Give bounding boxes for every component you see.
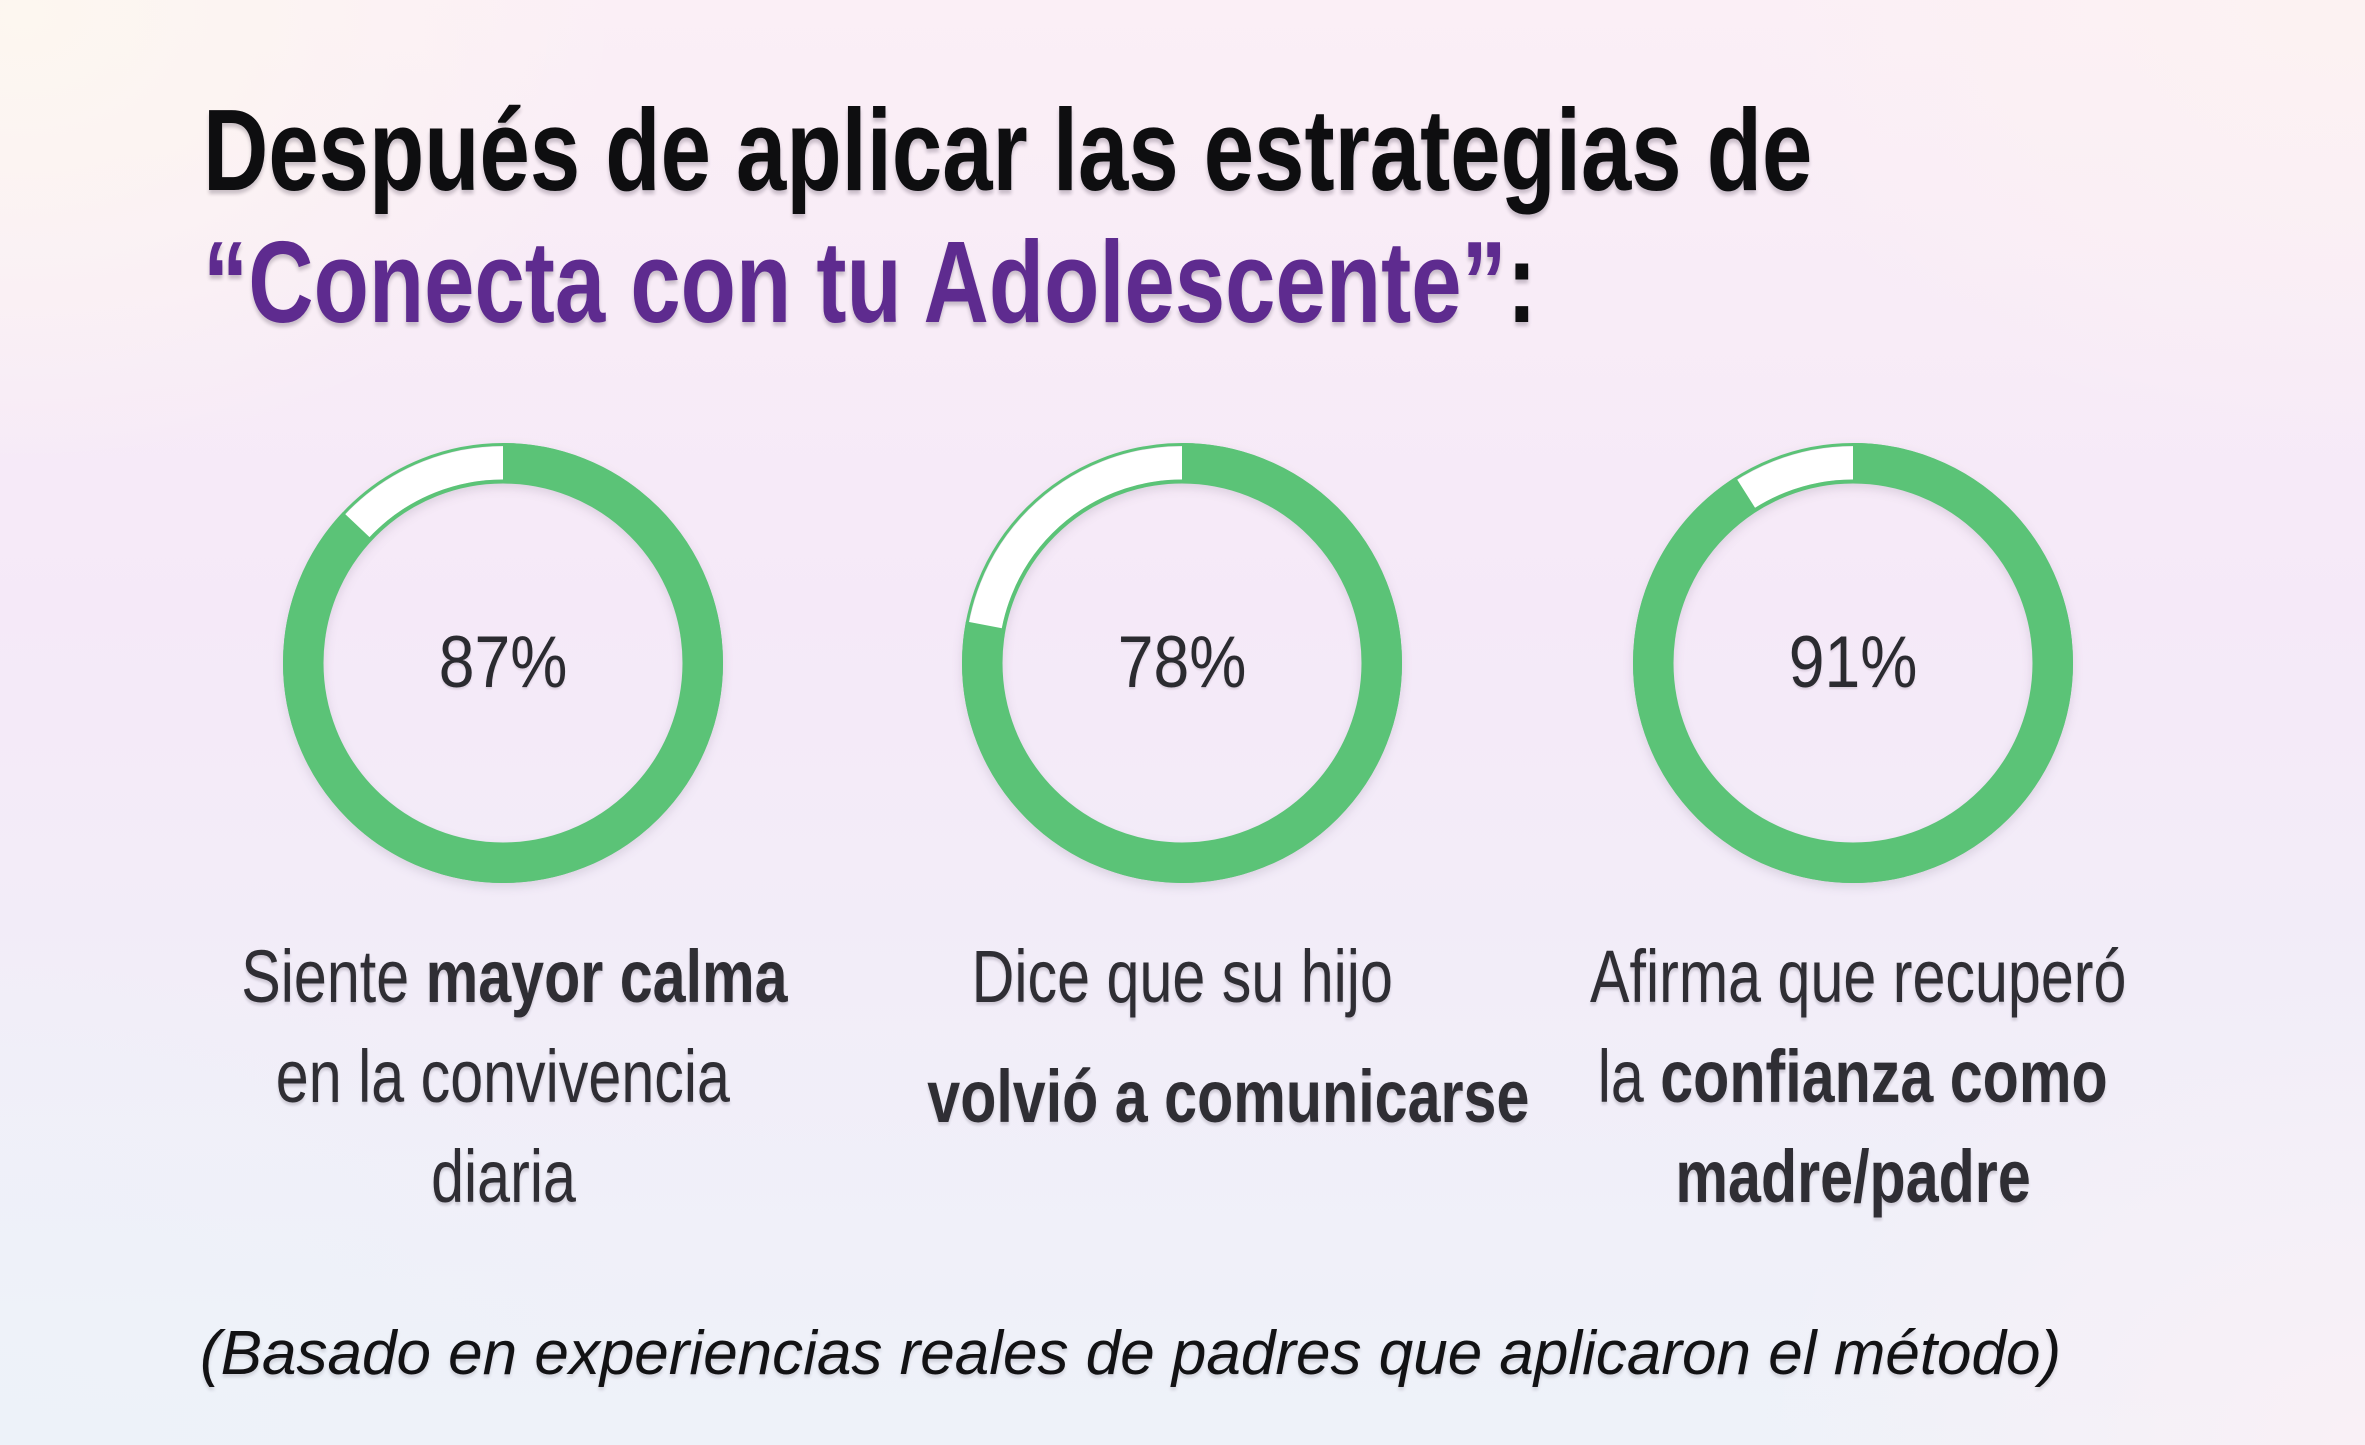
donut-chart-1: 87% xyxy=(281,441,725,885)
caption-line: en la convivencia xyxy=(275,1035,731,1118)
donut-chart-3: 91% xyxy=(1631,441,2075,885)
ring-percent-label-2: 78% xyxy=(1117,622,1247,703)
caption-line: Dice que su hijo xyxy=(971,935,1393,1018)
stat-caption-1: Siente mayor calma en la convivencia dia… xyxy=(173,927,833,1227)
page-title: Después de aplicar las estrategias de “C… xyxy=(203,84,1812,348)
donut-ring-svg-3 xyxy=(1633,443,2073,883)
ring-percent-label-1: 87% xyxy=(438,622,568,703)
donut-chart-2: 78% xyxy=(960,441,1404,885)
caption-line: madre/padre xyxy=(1675,1135,2031,1218)
footer-note: (Basado en experiencias reales de padres… xyxy=(200,1319,2062,1388)
title-line-1: Después de aplicar las estrategias de xyxy=(203,85,1813,215)
caption-line: Afirma que recuperó xyxy=(1590,935,2127,1018)
title-book-name: “Conecta con tu Adolescente” xyxy=(203,217,1507,347)
ring-progress-arc xyxy=(962,443,1402,883)
caption-line: Siente mayor calma xyxy=(241,935,788,1018)
stat-caption-2: Dice que su hijo volvió a comunicarse xyxy=(852,927,1530,1147)
ring-percent-label-3: 91% xyxy=(1788,622,1918,703)
caption-line: volvió a comunicarse xyxy=(927,1055,1530,1138)
caption-line: diaria xyxy=(430,1135,576,1218)
stat-caption-3: Afirma que recuperó la confianza como ma… xyxy=(1523,927,2183,1227)
title-line-2: “Conecta con tu Adolescente”: xyxy=(203,216,1812,348)
donut-ring-svg-1 xyxy=(283,443,723,883)
donut-ring-svg-2 xyxy=(962,443,1402,883)
caption-line: la confianza como xyxy=(1598,1035,2108,1118)
title-colon: : xyxy=(1506,217,1537,347)
ring-progress-arc xyxy=(283,443,723,883)
ring-progress-arc xyxy=(1633,443,2073,883)
